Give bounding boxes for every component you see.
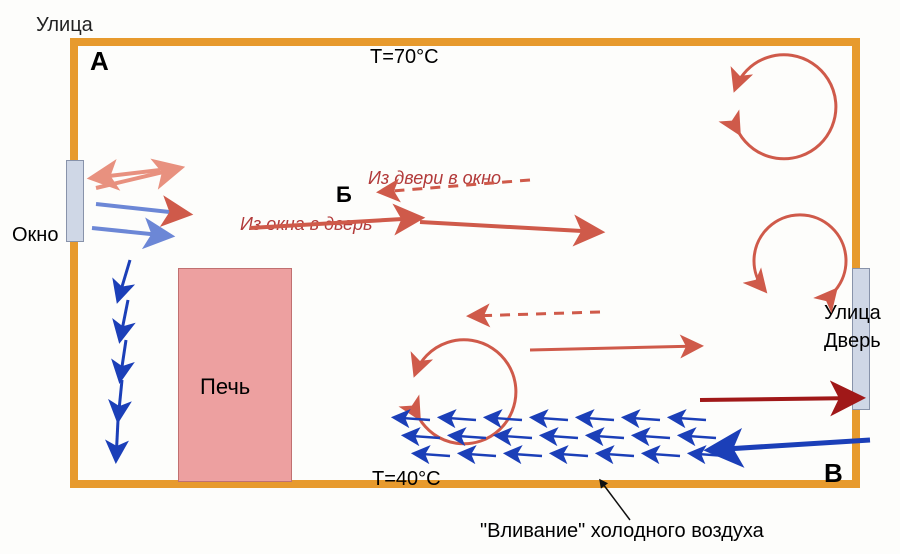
window-opening — [66, 160, 84, 242]
label-A: А — [90, 46, 109, 77]
label-outside-right: Улица — [824, 302, 881, 325]
label-pech: Печь — [200, 374, 250, 400]
label-temp-top: Т=70°С — [370, 46, 439, 69]
label-cold-air: "Вливание" холодного воздуха — [480, 520, 764, 543]
label-door: Дверь — [824, 330, 881, 353]
label-outside-top: Улица — [36, 14, 93, 37]
label-temp-bot: Т=40°С — [372, 468, 441, 491]
diagram-canvas: Улица А Т=70°С Б Из двери в окно Из окна… — [0, 0, 900, 554]
label-okno: Окно — [12, 224, 58, 247]
label-window-to-door: Из окна в дверь — [240, 214, 373, 235]
label-B: Б — [336, 182, 352, 208]
label-V: В — [824, 458, 843, 489]
label-door-to-window: Из двери в окно — [368, 168, 501, 189]
